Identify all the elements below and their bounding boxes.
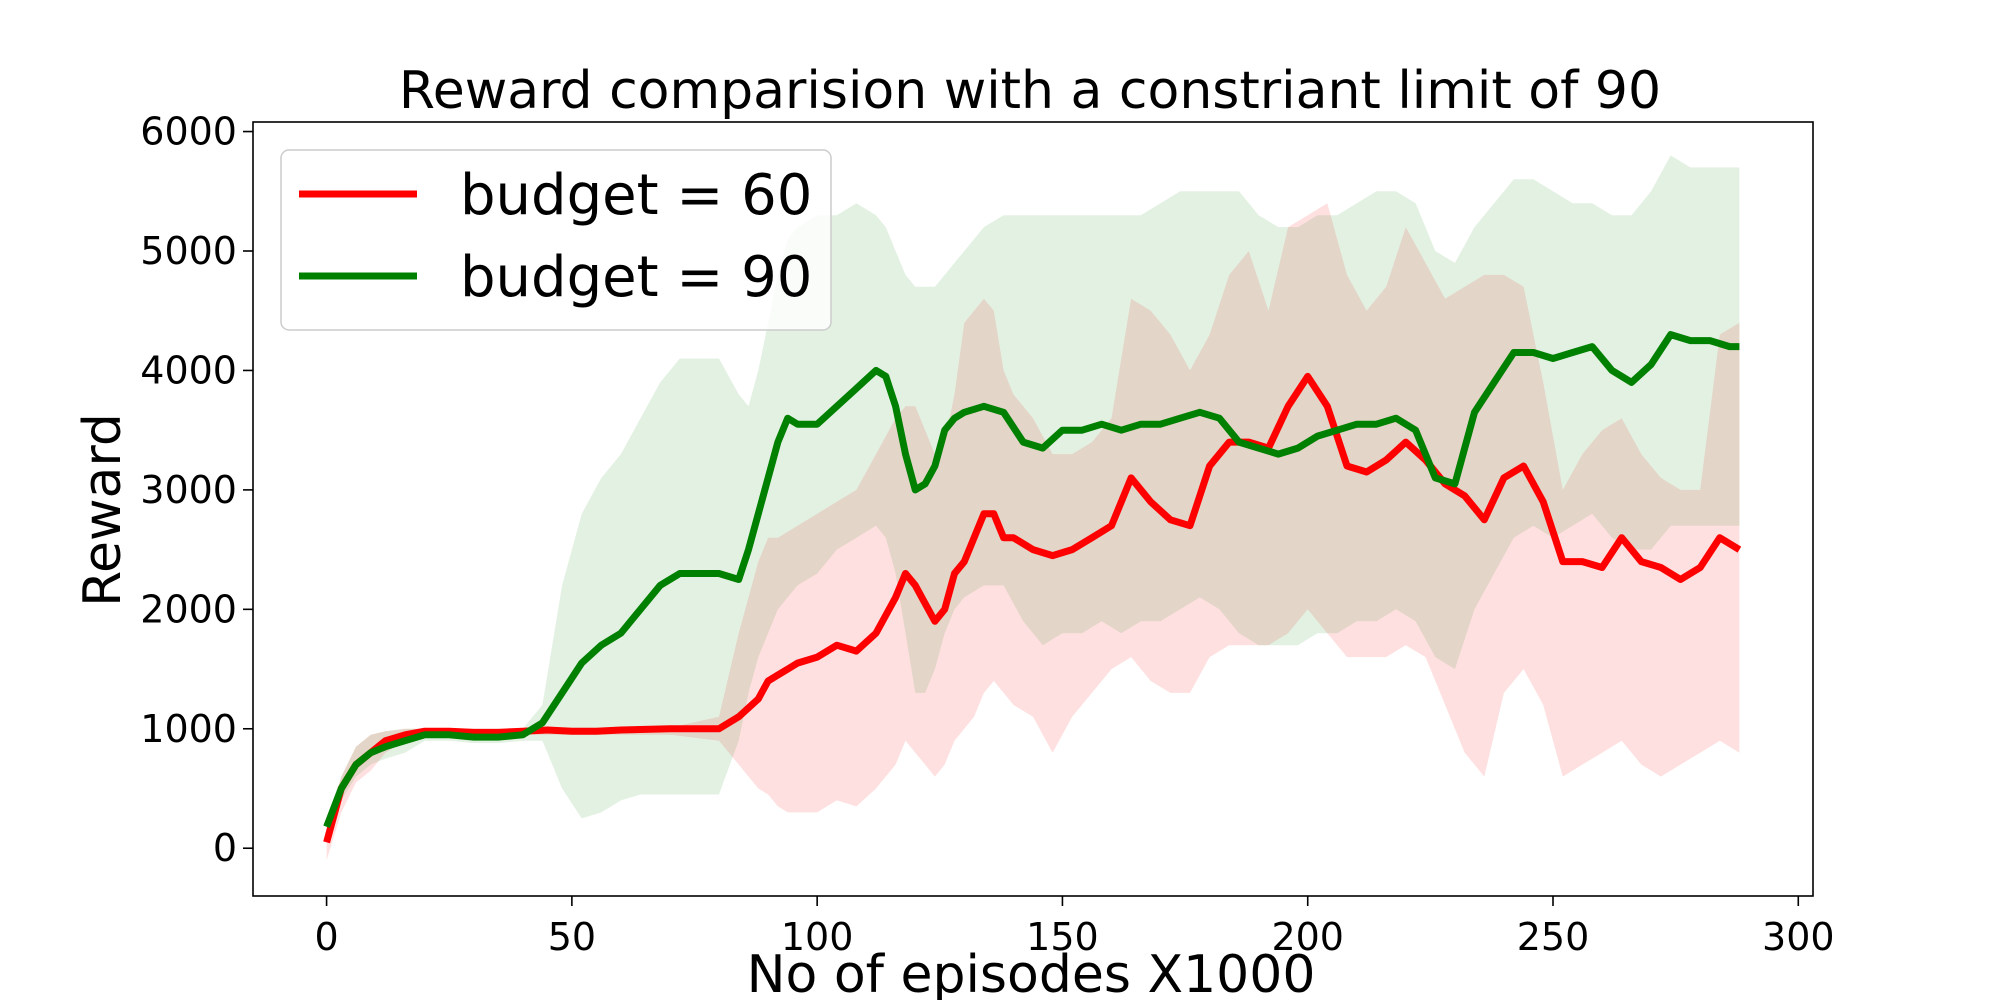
x-tick-label: 200 (1271, 915, 1344, 959)
y-tick-label: 6000 (140, 110, 237, 154)
y-tick-label: 5000 (140, 229, 237, 273)
plot-frame (252, 121, 1814, 897)
x-axis-ticks: 0 50 100 150 200 250 300 (314, 896, 1835, 959)
line-series-1 (323, 331, 1740, 828)
y-tick-label: 0 (213, 826, 237, 870)
legend-box (280, 149, 832, 331)
confidence-bands (326, 155, 1740, 861)
y-tick-label: 2000 (140, 587, 237, 631)
y-tick-label: 3000 (140, 468, 237, 512)
x-axis-label: No of episodes X1000 (747, 945, 1316, 1000)
legend-label-budget-90: budget = 90 (460, 245, 812, 310)
y-tick-label: 4000 (140, 348, 237, 392)
y-axis-ticks: 0 1000 2000 3000 4000 5000 6000 (140, 110, 253, 870)
y-tick-label: 1000 (140, 707, 237, 751)
x-tick-label: 100 (781, 915, 854, 959)
x-tick-label: 50 (548, 915, 596, 959)
x-tick-label: 250 (1517, 915, 1590, 959)
y-axis-label: Reward (73, 413, 133, 607)
band-series-0 (326, 203, 1740, 861)
legend-label-budget-60: budget = 60 (460, 163, 812, 228)
chart-title: Reward comparision with a constriant lim… (399, 61, 1661, 121)
x-tick-label: 150 (1026, 915, 1099, 959)
x-tick-label: 300 (1762, 915, 1835, 959)
legend: budget = 60 budget = 90 (280, 149, 832, 331)
x-tick-label: 0 (314, 915, 338, 959)
series-lines (323, 331, 1742, 844)
line-series-0 (323, 372, 1742, 844)
band-series-1 (326, 155, 1740, 834)
